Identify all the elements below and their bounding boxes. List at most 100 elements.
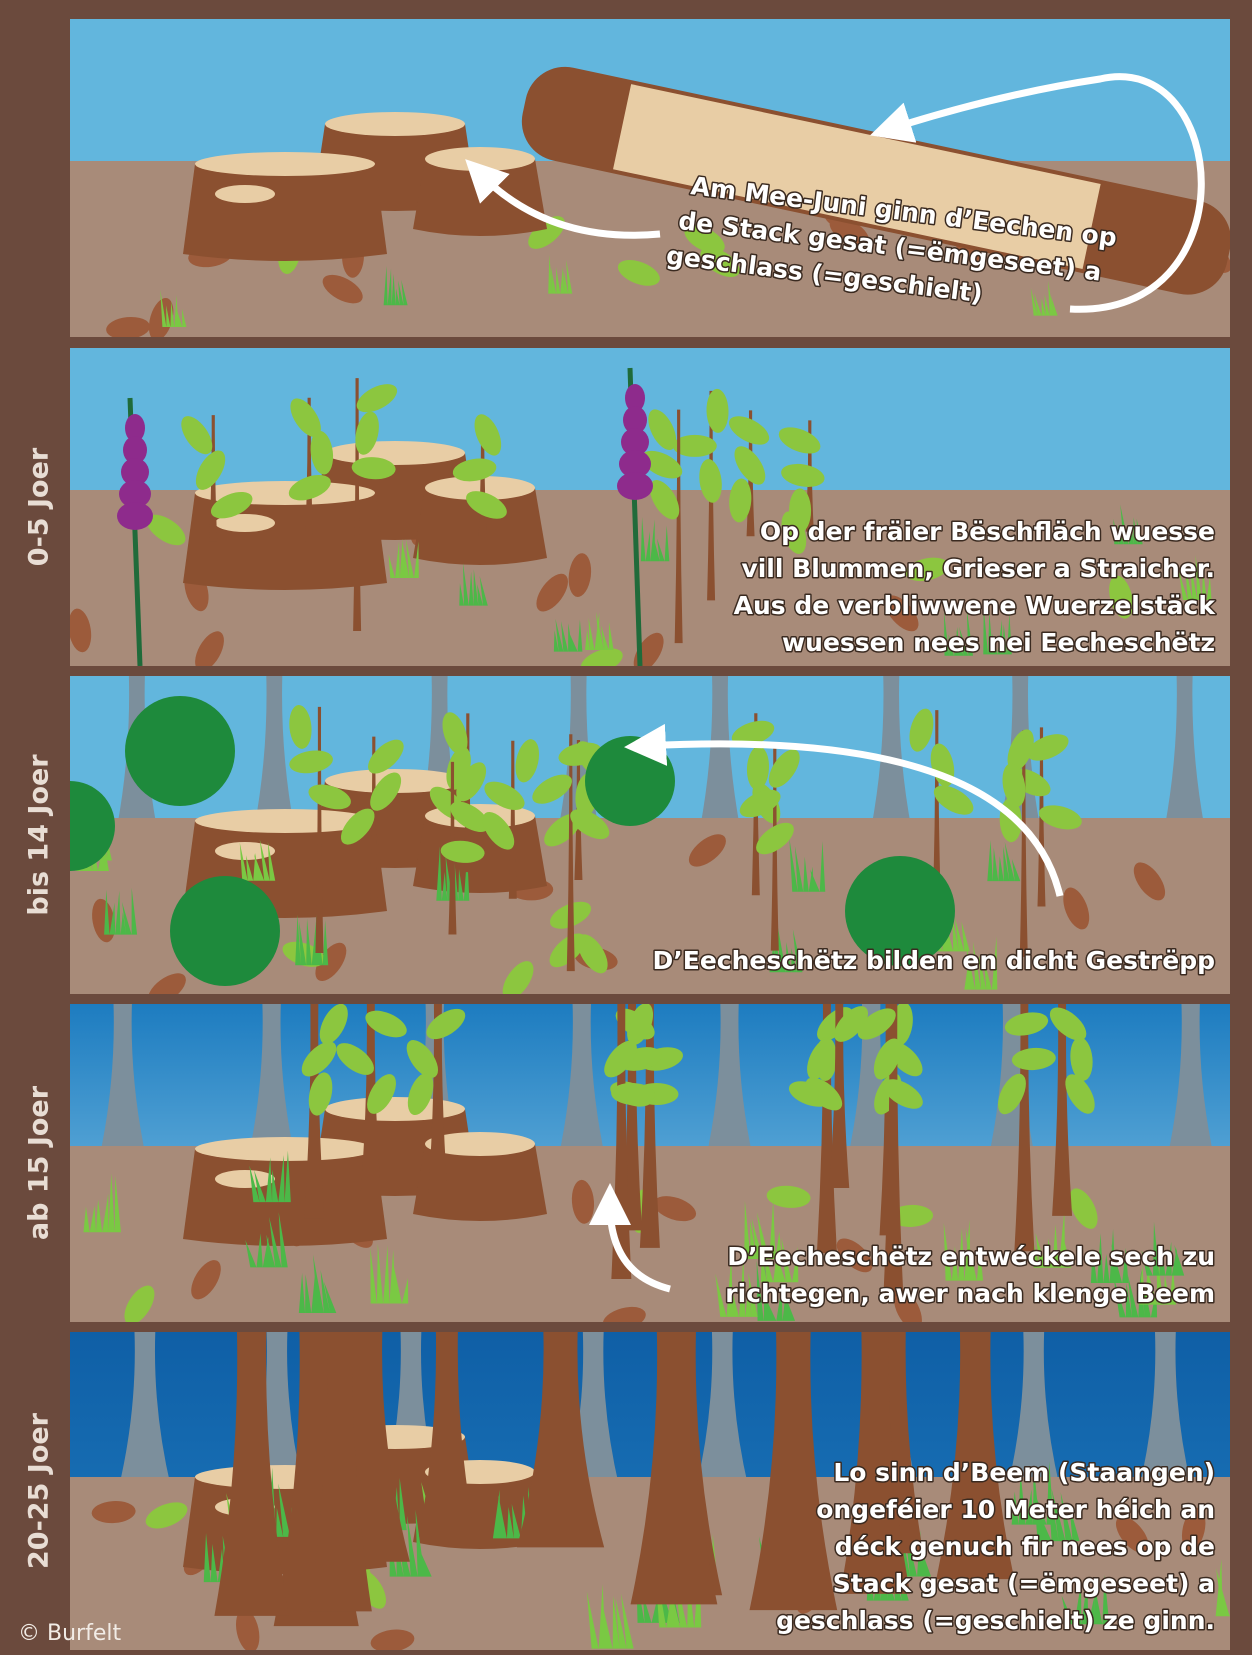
flower-bell: [117, 502, 153, 530]
trunk: [427, 1004, 448, 1200]
leaf: [1002, 763, 1026, 807]
leaf: [482, 811, 515, 850]
leaf: [627, 1004, 654, 1045]
leaf: [1115, 1516, 1149, 1554]
caption-line: D’Eecheschëtz bilden en dicht Gestrëpp: [653, 946, 1215, 975]
leaf: [1049, 1007, 1087, 1041]
trunk: [566, 734, 575, 972]
leaf: [532, 774, 572, 804]
trunk: [871, 676, 912, 828]
leaf: [905, 557, 949, 582]
grass: [1138, 1246, 1177, 1305]
stump-top: [325, 441, 465, 465]
trunk: [118, 1332, 171, 1487]
stump-cut: [215, 842, 275, 860]
flower-bell: [123, 436, 147, 464]
leaf: [1109, 575, 1133, 619]
leaf: [450, 801, 490, 832]
leaf: [700, 247, 740, 278]
leaf: [604, 1040, 637, 1078]
leaf: [106, 316, 151, 337]
grass: [383, 266, 408, 306]
leaf: [789, 488, 812, 533]
leaf: [617, 259, 660, 286]
bush: [125, 696, 235, 806]
grass: [943, 1219, 984, 1281]
stump-cut: [215, 1170, 275, 1188]
leaf: [466, 491, 507, 519]
grass: [1113, 504, 1143, 545]
trunk: [1019, 730, 1028, 957]
caption-line: ongeféier 10 Meter héich an: [816, 1495, 1215, 1524]
grass: [1178, 555, 1212, 600]
leaf: [778, 427, 821, 454]
grass: [585, 611, 614, 651]
leaf: [310, 430, 334, 475]
grass: [160, 289, 187, 327]
leaf: [456, 762, 487, 802]
age-label: 0-5 Joer: [24, 447, 55, 566]
leaf: [1007, 729, 1034, 772]
leaf: [857, 1008, 896, 1040]
grass: [388, 538, 419, 578]
trunk: [700, 676, 741, 828]
trunk: [1164, 676, 1205, 828]
leaf: [367, 1074, 396, 1114]
trunk: [305, 397, 314, 543]
trunk: [418, 1332, 475, 1537]
grass: [1215, 1559, 1230, 1617]
age-label: 20-25 Joer: [24, 1412, 55, 1569]
caption-line: richtegen, awer nach klenge Beem: [725, 1279, 1215, 1308]
trunk: [883, 1004, 904, 1297]
leaf: [195, 450, 226, 490]
grass: [983, 607, 1012, 655]
grass: [1032, 1474, 1080, 1542]
stump-top: [425, 147, 535, 171]
grass: [640, 516, 670, 562]
leaf: [315, 942, 347, 982]
grass: [298, 1254, 337, 1314]
leaf: [1027, 734, 1069, 761]
leaf: [336, 1043, 374, 1075]
trunk: [932, 710, 941, 909]
leaf: [356, 384, 398, 413]
grass: [1113, 1268, 1158, 1318]
grass: [987, 840, 1021, 882]
trunk: [1167, 1004, 1214, 1156]
trunk: [630, 1332, 718, 1605]
leaf: [290, 398, 321, 437]
leaf: [684, 225, 725, 254]
leaf: [406, 1040, 439, 1078]
leaf: [768, 749, 800, 788]
leaf: [148, 973, 186, 994]
leaf: [301, 1041, 337, 1077]
leaf: [829, 217, 870, 247]
trunk: [706, 1004, 753, 1156]
leaf: [191, 1260, 221, 1300]
leaf: [648, 409, 677, 450]
age-label: ab 15 Joer: [24, 1085, 55, 1240]
trunk: [353, 378, 362, 631]
grass: [789, 838, 826, 892]
leaf: [873, 1038, 902, 1080]
grass: [548, 254, 573, 294]
leaf: [407, 1072, 434, 1116]
leaf: [807, 1038, 835, 1080]
caption-line: D’Eecheschëtz entwéckele sech zu: [727, 1242, 1215, 1271]
arrow: [589, 1183, 671, 1293]
trunk: [516, 1332, 605, 1548]
leaf: [580, 648, 623, 666]
trunk: [1007, 1332, 1060, 1487]
trunk: [508, 740, 517, 899]
grass: [1061, 1574, 1110, 1625]
leaf: [734, 446, 766, 485]
flower-bell: [619, 450, 651, 478]
trunk: [816, 1004, 837, 1254]
stump-top: [325, 1097, 465, 1121]
leaf: [602, 1306, 646, 1322]
bush: [585, 736, 675, 826]
trunk: [848, 1004, 895, 1156]
leaf: [368, 739, 404, 774]
